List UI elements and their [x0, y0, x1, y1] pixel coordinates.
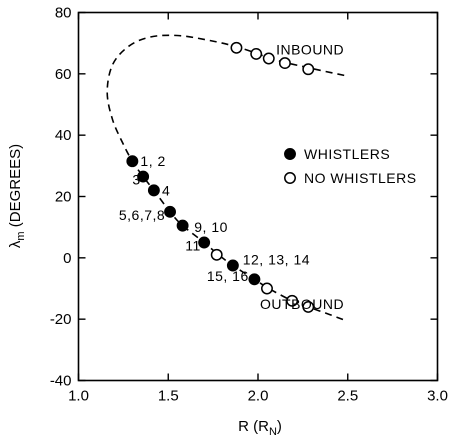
no-whistler-point [262, 52, 275, 65]
y-tick-label: -20 [50, 311, 72, 328]
legend: WHISTLERS NO WHISTLERS [284, 146, 417, 186]
region-label-inbound: INBOUND [276, 41, 344, 57]
region-label-outbound: OUTBOUND [260, 296, 344, 312]
y-tick-label: -40 [50, 373, 72, 390]
no-whistler-point [230, 41, 243, 54]
y-tick-label: 20 [55, 189, 72, 206]
point-label: 11 [185, 238, 201, 254]
no-whistler-point [250, 47, 263, 60]
legend-label: WHISTLERS [304, 146, 390, 162]
whistler-point [198, 236, 211, 249]
point-label: 4 [162, 182, 170, 198]
point-label: 5,6,7,8 [119, 207, 165, 223]
no-whistler-point [286, 294, 299, 307]
x-tick-label: 1.5 [158, 388, 179, 405]
x-axis-label-subscript: N [269, 426, 277, 438]
point-label: 12, 13, 14 [243, 251, 310, 267]
no-whistler-point [210, 248, 223, 261]
no-whistler-point [278, 57, 291, 70]
point-label: 15, 16 [207, 268, 249, 284]
x-axis-label-suffix: ) [277, 418, 282, 435]
x-tick-label: 1.0 [68, 388, 89, 405]
y-axis-label-main: λ [7, 240, 24, 248]
whistler-point [126, 155, 139, 168]
point-label: 1, 2 [140, 153, 165, 169]
legend-label: NO WHISTLERS [304, 170, 417, 186]
whistler-point [164, 205, 176, 218]
x-tick-label: 3.0 [427, 388, 448, 405]
no-whistler-point [302, 63, 315, 76]
y-axis-label-subscript: m [15, 231, 27, 240]
y-axis-label-suffix: (DEGREES) [7, 144, 24, 232]
whistler-point [137, 170, 150, 183]
legend-marker [284, 148, 296, 160]
x-axis-label-main: R (R [238, 418, 269, 435]
y-ticks: -40 -20 0 20 40 60 80 [50, 5, 438, 390]
x-ticks: 1.0 1.5 2.0 2.5 3.0 [68, 12, 448, 405]
y-tick-label: 80 [55, 5, 72, 22]
whistler-point [176, 219, 189, 232]
point-label: 9, 10 [194, 219, 228, 235]
x-tick-label: 2.5 [337, 388, 358, 405]
y-tick-label: 40 [55, 127, 72, 144]
whistler-point [147, 184, 160, 197]
legend-marker [284, 172, 296, 184]
no-whistler-point [261, 282, 273, 295]
markers [126, 41, 315, 313]
x-axis-label: R (RN) [238, 418, 282, 438]
y-tick-label: 0 [63, 250, 71, 267]
y-axis-label: λm (DEGREES) [7, 144, 27, 248]
plot-frame [77, 11, 439, 382]
annotations: INBOUND OUTBOUND 1, 23 4 5,6,7,8 9, 10 11 12, 1… [119, 41, 344, 312]
x-tick-label: 2.0 [248, 388, 269, 405]
whistler-point [226, 259, 239, 272]
whistler-point [248, 273, 261, 286]
y-tick-label: 60 [55, 66, 72, 83]
point-label: 3 [132, 172, 140, 188]
no-whistler-point [302, 300, 315, 313]
